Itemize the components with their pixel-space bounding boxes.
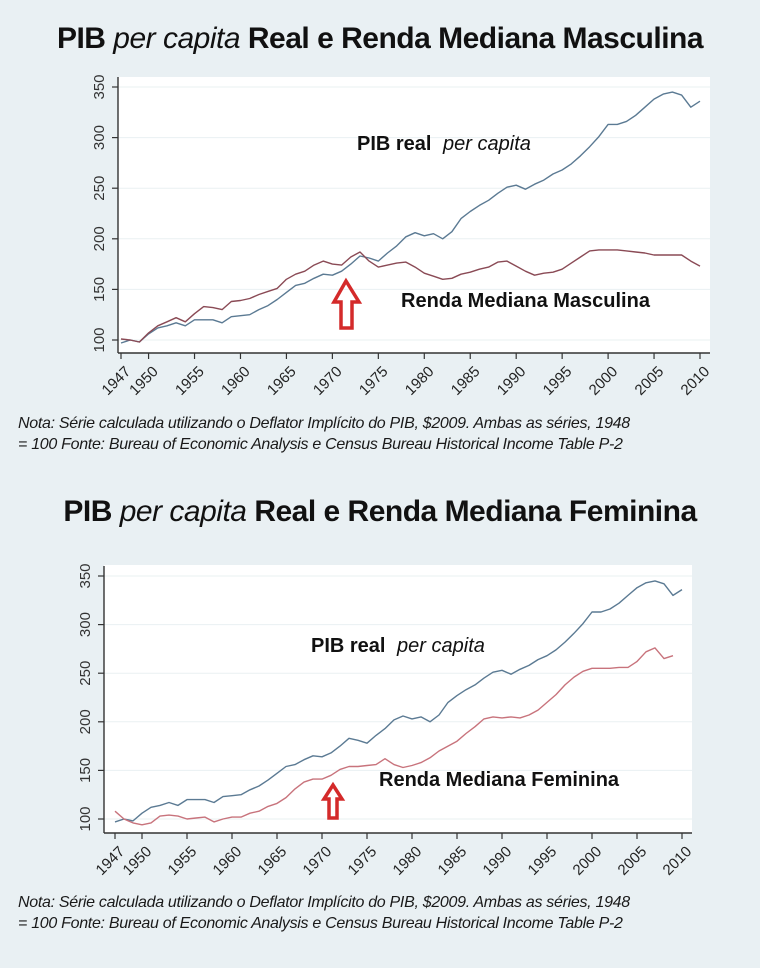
lines [120, 91, 701, 344]
x-tick-label: 1990 [480, 843, 516, 879]
x-tick-label: 1947 [93, 843, 129, 879]
y-tick-label: 300 [91, 125, 108, 150]
plot-background [104, 565, 692, 833]
x-tick-label: 2000 [570, 843, 606, 879]
annotation-gdp: PIB real per capita [357, 133, 531, 155]
series-line-gdp [114, 580, 683, 823]
chart-2-title-part-1: PIB [63, 495, 112, 528]
annotation-income: Renda Mediana Masculina [401, 290, 651, 312]
chart-1-note: Nota: Série calculada utilizando o Defla… [18, 413, 748, 455]
chart-2-note: Nota: Série calculada utilizando o Defla… [18, 892, 748, 934]
y-tick-label: 100 [91, 327, 108, 352]
chart-2-title-italic: per capita [119, 495, 247, 528]
series-line-income [114, 647, 674, 826]
annotation-income: Renda Mediana Feminina [379, 769, 620, 791]
y-tick-label: 100 [77, 806, 94, 831]
x-tick-label: 2005 [615, 843, 651, 879]
grid [118, 86, 710, 341]
chart-2-note-line-2: = 100 Fonte: Bureau of Economic Analysis… [18, 915, 623, 932]
annotation-gdp: PIB real per capita [311, 635, 485, 657]
chart-2-note-line-1: Nota: Série calculada utilizando o Defla… [18, 894, 630, 911]
annotation-gdp-bold: PIB real [357, 133, 431, 155]
up-arrow-icon [320, 781, 346, 820]
plot-background [118, 77, 710, 353]
chart-1-title-italic: per capita [113, 22, 241, 55]
x-tick-label: 1960 [210, 843, 246, 879]
series-line-income [120, 249, 701, 343]
grid [104, 575, 692, 820]
y-tick-label: 350 [77, 563, 94, 588]
axes [117, 77, 710, 354]
x-tick-label: 1970 [300, 843, 336, 879]
y-tick-label: 150 [91, 277, 108, 302]
up-arrow-icon [330, 277, 363, 330]
y-tick-label: 200 [91, 226, 108, 251]
annotation-gdp-bold: PIB real [311, 635, 385, 657]
x-tick-label: 1950 [120, 843, 156, 879]
x-tick-label: 1985 [435, 843, 471, 879]
chart-2-title: PIB per capita Real e Renda Mediana Femi… [0, 495, 760, 529]
chart-1-note-line-1: Nota: Série calculada utilizando o Defla… [18, 415, 630, 432]
x-tick-label: 1955 [165, 843, 201, 879]
chart-1-title: PIB per capita Real e Renda Mediana Masc… [0, 22, 760, 56]
y-tick-label: 150 [77, 758, 94, 783]
x-tick-label: 2010 [660, 843, 696, 879]
chart-1-title-part-2: Real e Renda Mediana Masculina [247, 22, 704, 55]
x-tick-label: 1965 [255, 843, 291, 879]
annotation-gdp-italic: per capita [442, 133, 531, 155]
x-tick-label: 1995 [525, 843, 561, 879]
annotation-gdp-italic: per capita [396, 635, 485, 657]
y-tick-label: 250 [77, 661, 94, 686]
y-tick-label: 350 [91, 74, 108, 99]
chart-2-title-part-2: Real e Renda Mediana Feminina [254, 495, 697, 528]
x-tick-label: 1975 [345, 843, 381, 879]
y-tick-label: 250 [91, 176, 108, 201]
y-tick-label: 300 [77, 612, 94, 637]
series-line-gdp [120, 91, 701, 344]
lines [114, 580, 683, 826]
chart-1-note-line-2: = 100 Fonte: Bureau of Economic Analysis… [18, 436, 623, 453]
y-tick-label: 200 [77, 709, 94, 734]
axes [103, 566, 692, 834]
x-tick-label: 1980 [390, 843, 426, 879]
chart-1-title-part-1: PIB [56, 22, 106, 55]
